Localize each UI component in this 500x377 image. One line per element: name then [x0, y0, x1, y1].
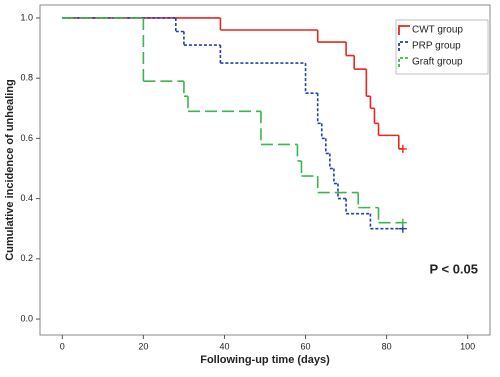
x-tick-label: 40 [219, 341, 229, 351]
y-tick-label: 0.0 [20, 313, 33, 323]
y-tick-label: 0.6 [20, 133, 33, 143]
y-tick-label: 0.8 [20, 73, 33, 83]
legend-label: Graft group [412, 57, 463, 68]
annotation: P < 0.05 [429, 261, 478, 276]
x-tick-label: 0 [60, 341, 65, 351]
x-tick-label: 20 [138, 341, 148, 351]
legend-swatch [398, 25, 410, 35]
censor-mark [398, 218, 407, 227]
y-tick-label: 0.2 [20, 253, 33, 263]
y-axis-label: Cumulative incidence of unhealing [4, 79, 16, 261]
y-tick-label: 1.0 [20, 12, 33, 22]
legend-swatch [398, 41, 410, 51]
x-tick-label: 100 [460, 341, 475, 351]
legend-swatch [398, 57, 410, 67]
x-tick-label: 80 [382, 341, 392, 351]
legend-label: PRP group [412, 41, 461, 52]
y-tick-label: 0.4 [20, 193, 33, 203]
x-axis-label: Following-up time (days) [200, 354, 330, 366]
x-tick-label: 60 [301, 341, 311, 351]
legend-box [395, 19, 489, 75]
censor-mark [398, 144, 407, 153]
legend-label: CWT group [412, 25, 463, 36]
